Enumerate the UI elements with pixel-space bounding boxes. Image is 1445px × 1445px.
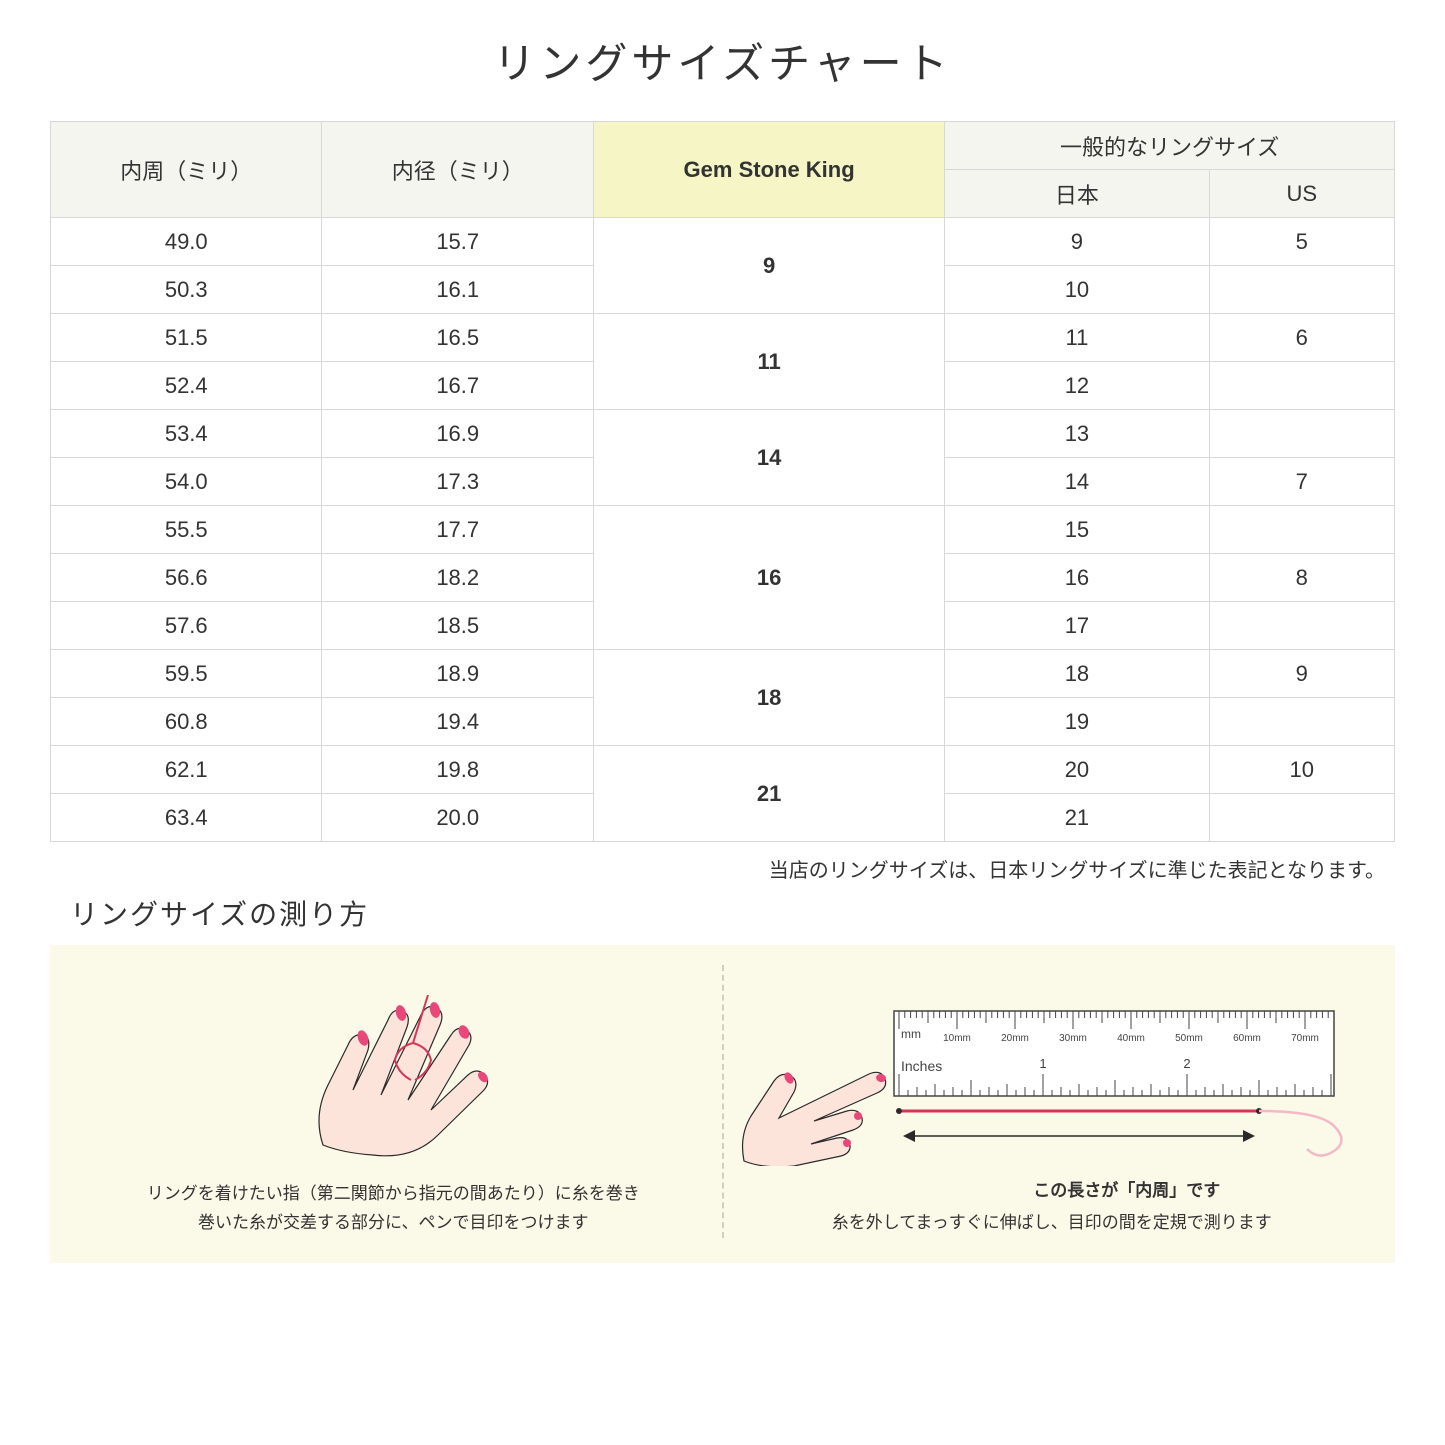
svg-text:40mm: 40mm bbox=[1117, 1033, 1145, 1044]
cell-jp: 10 bbox=[945, 266, 1209, 314]
instruction-divider bbox=[722, 965, 724, 1238]
cell-circ: 60.8 bbox=[51, 698, 322, 746]
cell-circ: 50.3 bbox=[51, 266, 322, 314]
cell-us: 7 bbox=[1209, 458, 1394, 506]
cell-circ: 49.0 bbox=[51, 218, 322, 266]
cell-gsk: 18 bbox=[593, 650, 944, 746]
cell-jp: 16 bbox=[945, 554, 1209, 602]
svg-text:1: 1 bbox=[1039, 1056, 1046, 1071]
cell-dia: 19.4 bbox=[322, 698, 593, 746]
header-general: 一般的なリングサイズ bbox=[945, 122, 1395, 170]
cell-us bbox=[1209, 506, 1394, 554]
cell-dia: 19.8 bbox=[322, 746, 593, 794]
table-row: 55.517.71615 bbox=[51, 506, 1395, 554]
cell-jp: 19 bbox=[945, 698, 1209, 746]
cell-us bbox=[1209, 362, 1394, 410]
svg-text:20mm: 20mm bbox=[1001, 1033, 1029, 1044]
cell-circ: 55.5 bbox=[51, 506, 322, 554]
svg-text:50mm: 50mm bbox=[1175, 1033, 1203, 1044]
hand-point-icon bbox=[739, 1026, 889, 1166]
cell-jp: 9 bbox=[945, 218, 1209, 266]
hand-wrap-icon bbox=[253, 965, 533, 1165]
cell-us: 8 bbox=[1209, 554, 1394, 602]
cell-circ: 51.5 bbox=[51, 314, 322, 362]
cell-dia: 16.5 bbox=[322, 314, 593, 362]
cell-dia: 18.9 bbox=[322, 650, 593, 698]
arrow-label: この長さが「内周」です bbox=[889, 1176, 1366, 1201]
cell-dia: 17.3 bbox=[322, 458, 593, 506]
header-circumference: 内周（ミリ） bbox=[51, 122, 322, 218]
instruction-1-text: リングを着けたい指（第二関節から指元の間あたり）に糸を巻き巻いた糸が交差する部分… bbox=[80, 1180, 707, 1238]
cell-gsk: 21 bbox=[593, 746, 944, 842]
header-gsk: Gem Stone King bbox=[593, 122, 944, 218]
cell-dia: 18.2 bbox=[322, 554, 593, 602]
cell-circ: 52.4 bbox=[51, 362, 322, 410]
cell-jp: 18 bbox=[945, 650, 1209, 698]
cell-gsk: 14 bbox=[593, 410, 944, 506]
cell-us bbox=[1209, 266, 1394, 314]
cell-jp: 15 bbox=[945, 506, 1209, 554]
table-note: 当店のリングサイズは、日本リングサイズに準じた表記となります。 bbox=[50, 854, 1395, 883]
cell-us bbox=[1209, 794, 1394, 842]
cell-jp: 17 bbox=[945, 602, 1209, 650]
instruction-step-2: mm 10mm 20mm 30mm 40mm 50mm 60mm 70mm Inches 1… bbox=[739, 965, 1366, 1238]
cell-gsk: 9 bbox=[593, 218, 944, 314]
cell-us: 9 bbox=[1209, 650, 1394, 698]
cell-jp: 20 bbox=[945, 746, 1209, 794]
cell-dia: 20.0 bbox=[322, 794, 593, 842]
svg-text:70mm: 70mm bbox=[1291, 1033, 1319, 1044]
table-row: 59.518.918189 bbox=[51, 650, 1395, 698]
ruler-mm-label: mm bbox=[901, 1027, 921, 1041]
cell-jp: 14 bbox=[945, 458, 1209, 506]
ruler-inches-label: Inches bbox=[901, 1058, 942, 1074]
instructions-panel: リングを着けたい指（第二関節から指元の間あたり）に糸を巻き巻いた糸が交差する部分… bbox=[50, 945, 1395, 1263]
cell-circ: 62.1 bbox=[51, 746, 322, 794]
instructions-subtitle: リングサイズの測り方 bbox=[50, 893, 1395, 933]
cell-us: 6 bbox=[1209, 314, 1394, 362]
svg-text:30mm: 30mm bbox=[1059, 1033, 1087, 1044]
cell-circ: 59.5 bbox=[51, 650, 322, 698]
header-us: US bbox=[1209, 170, 1394, 218]
cell-dia: 18.5 bbox=[322, 602, 593, 650]
cell-jp: 12 bbox=[945, 362, 1209, 410]
cell-circ: 63.4 bbox=[51, 794, 322, 842]
cell-dia: 16.7 bbox=[322, 362, 593, 410]
cell-dia: 17.7 bbox=[322, 506, 593, 554]
page-title: リングサイズチャート bbox=[50, 30, 1395, 91]
cell-us bbox=[1209, 602, 1394, 650]
svg-text:2: 2 bbox=[1183, 1056, 1190, 1071]
cell-circ: 56.6 bbox=[51, 554, 322, 602]
header-japan: 日本 bbox=[945, 170, 1209, 218]
cell-gsk: 16 bbox=[593, 506, 944, 650]
cell-circ: 54.0 bbox=[51, 458, 322, 506]
cell-gsk: 11 bbox=[593, 314, 944, 410]
header-diameter: 内径（ミリ） bbox=[322, 122, 593, 218]
table-row: 51.516.511116 bbox=[51, 314, 1395, 362]
cell-circ: 57.6 bbox=[51, 602, 322, 650]
instruction-2-text: 糸を外してまっすぐに伸ばし、目印の間を定規で測ります bbox=[739, 1209, 1366, 1238]
cell-us: 10 bbox=[1209, 746, 1394, 794]
cell-circ: 53.4 bbox=[51, 410, 322, 458]
cell-dia: 16.9 bbox=[322, 410, 593, 458]
cell-jp: 21 bbox=[945, 794, 1209, 842]
table-row: 49.015.7995 bbox=[51, 218, 1395, 266]
table-row: 62.119.8212010 bbox=[51, 746, 1395, 794]
svg-text:10mm: 10mm bbox=[943, 1033, 971, 1044]
ruler-icon: mm 10mm 20mm 30mm 40mm 50mm 60mm 70mm Inches 1… bbox=[889, 1006, 1359, 1166]
svg-text:60mm: 60mm bbox=[1233, 1033, 1261, 1044]
cell-dia: 16.1 bbox=[322, 266, 593, 314]
cell-jp: 11 bbox=[945, 314, 1209, 362]
ring-size-table: 内周（ミリ） 内径（ミリ） Gem Stone King 一般的なリングサイズ … bbox=[50, 121, 1395, 842]
cell-us bbox=[1209, 698, 1394, 746]
table-row: 53.416.91413 bbox=[51, 410, 1395, 458]
cell-us bbox=[1209, 410, 1394, 458]
cell-jp: 13 bbox=[945, 410, 1209, 458]
instruction-step-1: リングを着けたい指（第二関節から指元の間あたり）に糸を巻き巻いた糸が交差する部分… bbox=[80, 965, 707, 1238]
cell-dia: 15.7 bbox=[322, 218, 593, 266]
cell-us: 5 bbox=[1209, 218, 1394, 266]
